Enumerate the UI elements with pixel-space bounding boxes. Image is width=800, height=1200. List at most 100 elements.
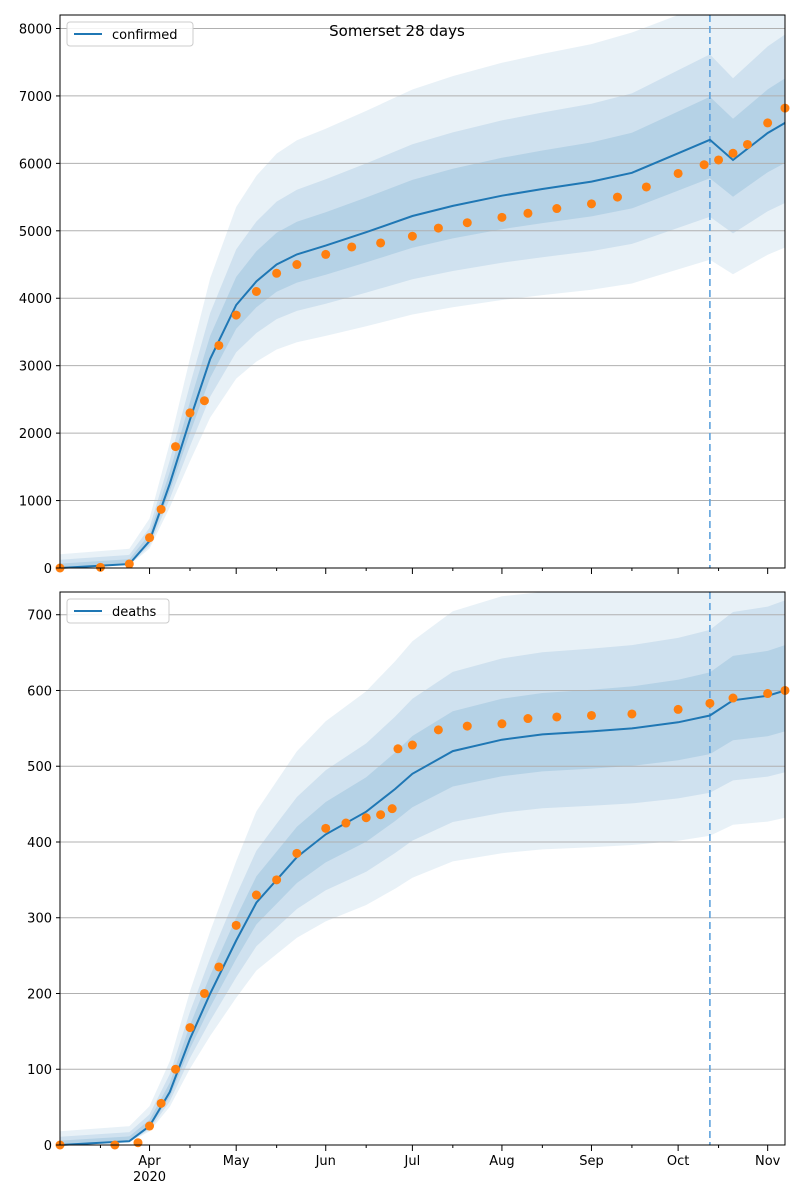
data-point — [462, 721, 472, 731]
data-point — [145, 533, 155, 543]
x-tick-label: May — [223, 1154, 250, 1169]
deaths-legend: deaths — [66, 598, 170, 624]
data-point — [407, 740, 417, 750]
data-point — [728, 693, 738, 703]
x-tick-label: Sep — [579, 1154, 604, 1169]
data-point — [156, 504, 166, 514]
data-point — [705, 698, 715, 708]
data-point — [641, 182, 651, 192]
data-point — [763, 689, 773, 699]
data-point — [341, 818, 351, 828]
x-tick-label: Jun — [315, 1154, 336, 1169]
x-tick-label: Oct — [667, 1154, 689, 1169]
confirmed-points — [55, 103, 790, 573]
credible-band-2 — [60, 34, 785, 568]
data-point — [462, 218, 472, 228]
data-point — [272, 875, 282, 885]
data-point — [433, 725, 443, 735]
legend-box — [66, 598, 170, 624]
data-point — [714, 155, 724, 165]
series-line-confirmed — [59, 122, 786, 569]
y-tick-label: 100 — [27, 1063, 52, 1078]
data-point — [292, 848, 302, 858]
data-point — [376, 238, 386, 248]
x-tick-label: Nov — [755, 1154, 781, 1169]
deaths-points — [55, 685, 790, 1150]
data-point — [742, 139, 752, 149]
y-tick-label: 6000 — [19, 157, 52, 172]
axes-frame — [59, 591, 786, 1146]
data-point — [673, 704, 683, 714]
data-point — [145, 1121, 155, 1131]
data-point — [552, 204, 562, 214]
confirmed-axes — [59, 14, 786, 569]
y-tick-label: 0 — [44, 562, 52, 577]
y-tick-label: 600 — [27, 684, 52, 699]
data-point — [124, 559, 134, 569]
data-point — [393, 744, 403, 754]
data-point — [292, 260, 302, 270]
data-point — [214, 340, 224, 350]
data-point — [387, 804, 397, 814]
data-point — [586, 710, 596, 720]
data-point — [231, 920, 241, 930]
y-tick-label: 3000 — [19, 360, 52, 375]
credible-band-1 — [60, 15, 785, 568]
y-tick-label: 1000 — [19, 495, 52, 510]
legend-label: deaths — [112, 605, 157, 620]
chart-title: Somerset 28 days — [329, 22, 465, 40]
legend-label: confirmed — [112, 28, 178, 43]
data-point — [171, 442, 181, 452]
confirmed-panel: 0 1000 2000 3000 4000 5000 6000 7000 8000 Somers… — [19, 14, 790, 577]
credible-band-3 — [60, 645, 785, 1145]
data-point — [407, 231, 417, 241]
data-point — [523, 208, 533, 218]
y-tick-label: 300 — [27, 912, 52, 927]
y-tick-label: 0 — [44, 1139, 52, 1154]
data-point — [214, 962, 224, 972]
data-point — [156, 1098, 166, 1108]
y-tick-label: 5000 — [19, 225, 52, 240]
deaths-axes — [59, 591, 786, 1146]
y-tick-label: 2000 — [19, 427, 52, 442]
data-point — [497, 719, 507, 729]
y-tick-label: 4000 — [19, 292, 52, 307]
data-point — [133, 1138, 143, 1148]
data-point — [763, 118, 773, 128]
y-tick-label: 200 — [27, 987, 52, 1002]
data-point — [185, 1023, 195, 1033]
data-point — [199, 396, 209, 406]
deaths-gridlines — [60, 614, 785, 1146]
data-point — [199, 988, 209, 998]
x-tick-label: Aug — [489, 1154, 514, 1169]
data-point — [361, 813, 371, 823]
confirmed-ticks: 0 1000 2000 3000 4000 5000 6000 7000 8000 — [19, 22, 769, 577]
data-point — [728, 148, 738, 158]
data-point — [347, 242, 357, 252]
axes-frame — [59, 14, 786, 569]
x-tick-label: Jul — [404, 1154, 421, 1169]
data-point — [497, 212, 507, 222]
deaths-lines — [59, 592, 786, 1146]
confirmed-lines — [59, 15, 786, 569]
data-point — [321, 823, 331, 833]
data-point — [523, 714, 533, 724]
data-point — [433, 223, 443, 233]
series-line-deaths — [59, 689, 786, 1146]
data-point — [612, 192, 622, 202]
data-point — [699, 160, 709, 170]
data-point — [231, 310, 241, 320]
credible-band-3 — [60, 78, 785, 569]
y-tick-label: 700 — [27, 609, 52, 624]
data-point — [627, 709, 637, 719]
credible-band-2 — [60, 600, 785, 1145]
data-point — [251, 890, 261, 900]
y-tick-label: 7000 — [19, 90, 52, 105]
data-point — [376, 810, 386, 820]
data-point — [171, 1064, 181, 1074]
data-point — [251, 287, 261, 296]
y-tick-label: 500 — [27, 760, 52, 775]
legend-box — [66, 21, 194, 47]
